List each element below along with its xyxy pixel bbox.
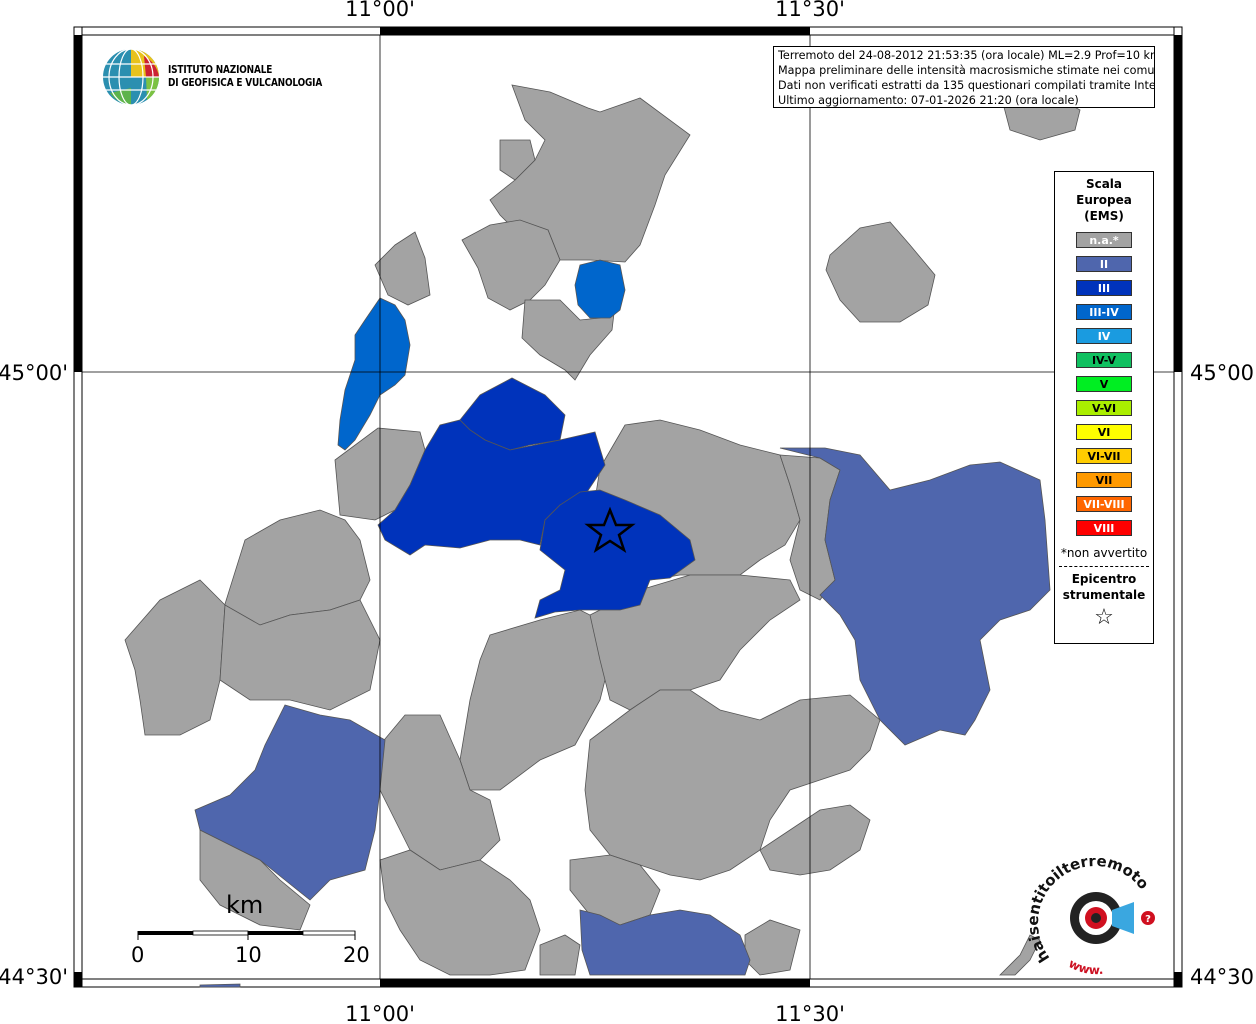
scale-label-0: 0 xyxy=(131,943,145,967)
legend-item: V xyxy=(1076,376,1132,392)
legend-star-icon: ☆ xyxy=(1094,605,1114,630)
municipality-na xyxy=(124,579,226,736)
legend-epicentre-line: strumentale xyxy=(1062,588,1146,602)
municipalities xyxy=(124,84,1081,988)
lat-tick-right-1: 45°00' xyxy=(1190,361,1256,385)
legend-item: VII xyxy=(1076,472,1132,488)
legend-title-line: Scala xyxy=(1085,177,1123,191)
legend-title-line: Europea xyxy=(1076,193,1132,207)
event-info-line: Ultimo aggiornamento: 07-01-2026 21:20 (… xyxy=(778,94,1079,107)
scale-label-10: 10 xyxy=(235,943,262,967)
legend-item: VI xyxy=(1076,424,1132,440)
question-icon xyxy=(1141,911,1155,925)
legend-item: II xyxy=(1076,256,1132,272)
municipality-ii xyxy=(579,909,751,976)
legend-item: VII-VIII xyxy=(1076,496,1132,512)
municipality-ii xyxy=(199,983,241,988)
lon-tick-top-1: 11°00' xyxy=(345,0,415,21)
legend-separator xyxy=(1059,566,1149,567)
legend-item: IV-V xyxy=(1076,352,1132,368)
event-info-box: Terremoto del 24-08-2012 21:53:35 (ora l… xyxy=(773,46,1155,108)
municipality-iii xyxy=(534,489,696,619)
lat-tick-left-2: 44°30' xyxy=(0,965,68,989)
legend-epicentre-line: Epicentro xyxy=(1071,572,1137,586)
lat-tick-left-1: 45°00' xyxy=(0,361,68,385)
haisentito-logo[interactable]: haisentitoilterremoto.it www. ? xyxy=(1028,858,1168,978)
haisentito-www: www. xyxy=(1066,956,1103,977)
municipality-ii xyxy=(779,447,1051,746)
svg-text:?: ? xyxy=(1145,914,1151,925)
scale-label-20: 20 xyxy=(343,943,370,967)
lon-tick-top-2: 11°30' xyxy=(775,0,845,21)
municipality-ii xyxy=(194,704,386,901)
legend-item: VI-VII xyxy=(1076,448,1132,464)
ingv-logo: ISTITUTO NAZIONALE DI GEOFISICA E VULCAN… xyxy=(102,48,349,106)
event-info-line: Terremoto del 24-08-2012 21:53:35 (ora l… xyxy=(778,49,1154,62)
legend-item: III-IV xyxy=(1076,304,1132,320)
municipality-na xyxy=(759,804,871,876)
legend-item: n.a.* xyxy=(1076,232,1132,248)
legend-item: IV xyxy=(1076,328,1132,344)
legend-items: n.a.* II III III-IV IV IV-V V V-VI VI VI-VII VII VI… xyxy=(1055,232,1153,536)
ingv-name-line2: DI GEOFISICA E VULCANOLOGIA xyxy=(168,77,323,89)
scale-unit: km xyxy=(226,891,264,919)
municipality-na xyxy=(825,221,936,323)
municipality-na xyxy=(374,231,431,306)
lon-tick-bottom-1: 11°00' xyxy=(345,1002,415,1024)
municipality-na xyxy=(379,849,541,976)
municipality-na xyxy=(521,299,616,381)
legend-title-line: (EMS) xyxy=(1084,209,1124,223)
event-info-line: Dati non verificati estratti da 135 ques… xyxy=(778,79,1154,92)
municipality-iii-iv xyxy=(574,259,626,319)
municipality-na xyxy=(999,934,1041,976)
municipality-na xyxy=(459,609,611,791)
epicentre-star[interactable] xyxy=(584,506,636,553)
scale-bar xyxy=(137,930,356,940)
lat-tick-right-2: 44°30' xyxy=(1190,965,1256,989)
legend-item: III xyxy=(1076,280,1132,296)
legend-note: *non avvertito xyxy=(1060,546,1148,560)
frame-border xyxy=(73,26,1183,988)
municipality-na xyxy=(219,599,381,711)
ems-legend: Scala Europea (EMS) n.a.* II III III-IV IV IV… xyxy=(1054,171,1154,644)
legend-item: V-VI xyxy=(1076,400,1132,416)
municipality-na xyxy=(539,934,581,976)
legend-epicentre-label: Epicentro strumentale xyxy=(1055,571,1153,603)
municipality-na xyxy=(461,219,561,311)
megaphone-icon xyxy=(1112,902,1134,934)
event-info-line: Mappa preliminare delle intensità macros… xyxy=(778,64,1154,77)
municipality-iii-iv xyxy=(337,297,411,451)
graticule xyxy=(82,35,1174,979)
ingv-name-line1: ISTITUTO NAZIONALE xyxy=(168,64,273,76)
municipality-na xyxy=(499,139,536,181)
legend-title: Scala Europea (EMS) xyxy=(1055,176,1153,224)
municipality-na xyxy=(379,714,501,871)
municipality-na xyxy=(589,574,801,711)
lon-tick-bottom-2: 11°30' xyxy=(775,1002,845,1024)
ingv-globe-icon xyxy=(103,48,159,106)
legend-item: VIII xyxy=(1076,520,1132,536)
